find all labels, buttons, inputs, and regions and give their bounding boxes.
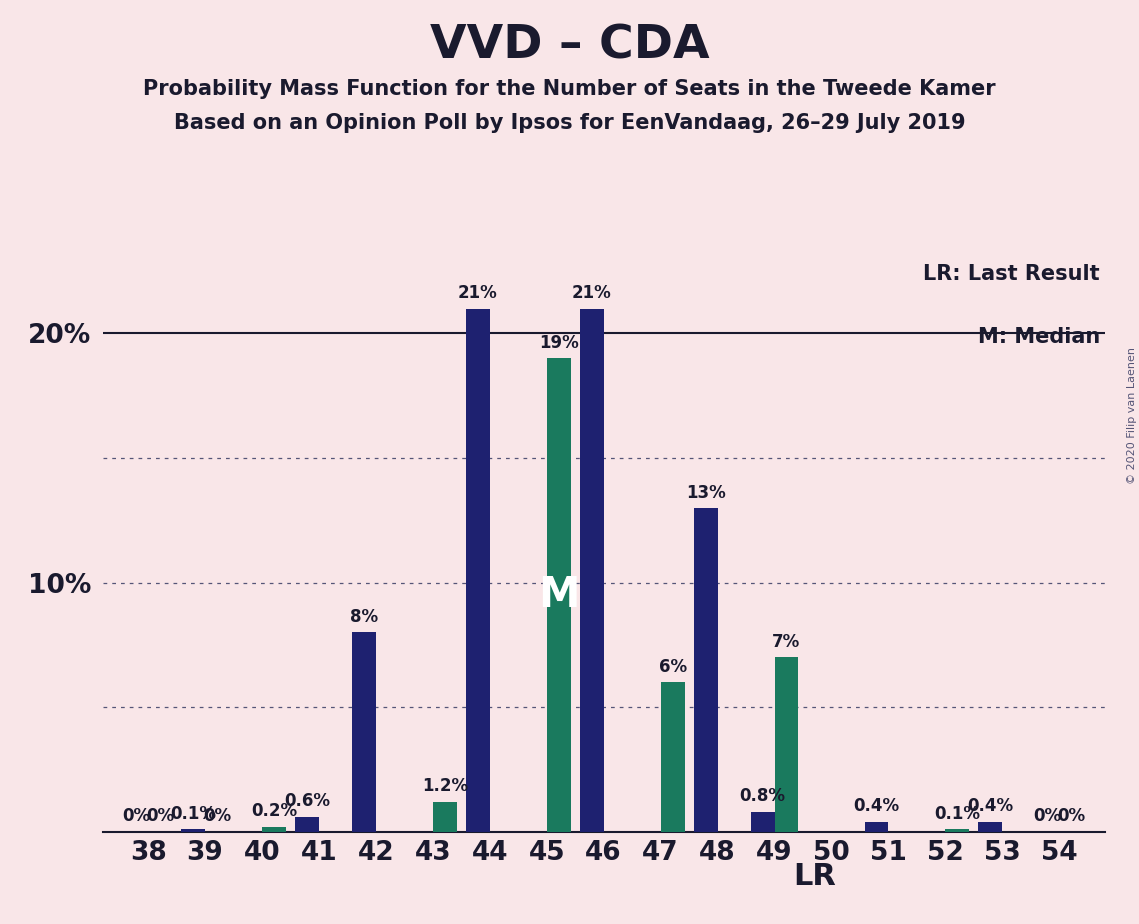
Text: M: Median: M: Median — [977, 327, 1100, 347]
Text: 0%: 0% — [1033, 808, 1062, 825]
Text: 0.6%: 0.6% — [284, 793, 330, 810]
Bar — [945, 829, 969, 832]
Bar — [181, 829, 205, 832]
Text: 6%: 6% — [658, 658, 687, 676]
Bar — [433, 802, 457, 832]
Text: 21%: 21% — [572, 285, 612, 302]
Text: 7%: 7% — [772, 633, 801, 651]
Bar — [352, 632, 376, 832]
Bar — [580, 309, 604, 832]
Text: LR: LR — [794, 862, 836, 891]
Bar — [295, 817, 319, 832]
Bar — [262, 827, 286, 832]
Text: Based on an Opinion Poll by Ipsos for EenVandaag, 26–29 July 2019: Based on an Opinion Poll by Ipsos for Ee… — [173, 113, 966, 133]
Text: 1.2%: 1.2% — [421, 777, 468, 796]
Text: 0%: 0% — [122, 808, 150, 825]
Text: 0.2%: 0.2% — [251, 802, 297, 821]
Text: 0%: 0% — [1057, 808, 1085, 825]
Bar — [547, 359, 571, 832]
Bar — [775, 657, 798, 832]
Text: 13%: 13% — [686, 483, 726, 502]
Bar — [978, 821, 1002, 832]
Text: M: M — [538, 574, 580, 616]
Bar — [661, 682, 685, 832]
Bar — [694, 508, 718, 832]
Text: © 2020 Filip van Laenen: © 2020 Filip van Laenen — [1126, 347, 1137, 484]
Text: VVD – CDA: VVD – CDA — [429, 23, 710, 68]
Text: 8%: 8% — [350, 608, 378, 626]
Text: 19%: 19% — [539, 334, 579, 352]
Bar — [865, 821, 888, 832]
Bar — [751, 811, 775, 832]
Text: 0.1%: 0.1% — [934, 805, 981, 823]
Text: 0.4%: 0.4% — [853, 797, 900, 815]
Text: 0.8%: 0.8% — [739, 787, 786, 806]
Text: Probability Mass Function for the Number of Seats in the Tweede Kamer: Probability Mass Function for the Number… — [144, 79, 995, 99]
Text: 21%: 21% — [458, 285, 498, 302]
Bar — [466, 309, 490, 832]
Text: 0%: 0% — [203, 808, 231, 825]
Text: 0.4%: 0.4% — [967, 797, 1014, 815]
Text: LR: Last Result: LR: Last Result — [924, 264, 1100, 285]
Text: 0%: 0% — [146, 808, 174, 825]
Text: 0.1%: 0.1% — [170, 805, 216, 823]
